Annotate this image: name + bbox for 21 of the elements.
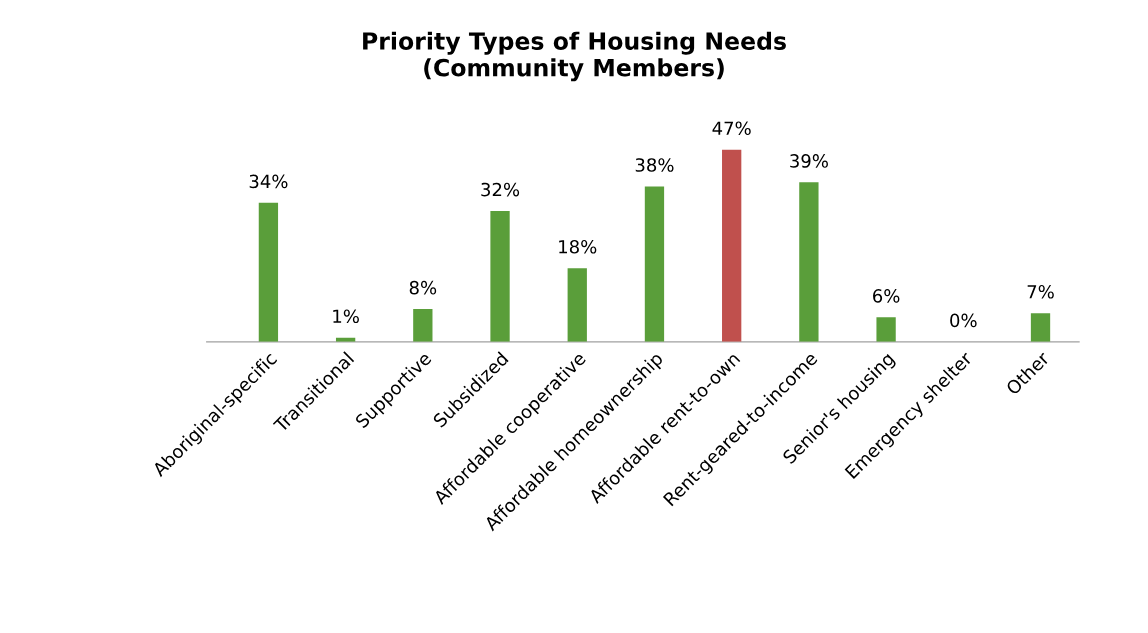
- bar: [722, 149, 742, 342]
- bar: [799, 182, 819, 342]
- bar: [876, 317, 896, 342]
- bar: [644, 186, 665, 342]
- data-label: 39%: [790, 154, 828, 168]
- data-label: 32%: [481, 182, 520, 197]
- bar: [1030, 313, 1051, 342]
- chart-title: Priority Types of Housing Needs (Community Members): [363, 31, 786, 82]
- bar: [490, 210, 510, 342]
- bar: [567, 268, 587, 342]
- data-label: 38%: [635, 158, 674, 172]
- data-label: 1%: [333, 309, 359, 324]
- data-label: 34%: [249, 174, 288, 189]
- bar: [413, 309, 433, 342]
- bar: [258, 202, 279, 342]
- data-label: 18%: [559, 239, 597, 254]
- data-label: 0%: [950, 313, 977, 328]
- data-label: 47%: [712, 121, 751, 136]
- data-label: 6%: [873, 289, 900, 303]
- data-label: 7%: [1027, 284, 1054, 299]
- data-label: 8%: [409, 280, 437, 295]
